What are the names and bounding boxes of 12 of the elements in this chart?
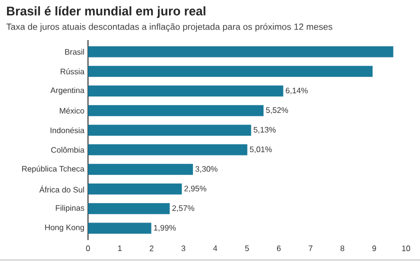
bar (88, 105, 264, 116)
bar (88, 85, 284, 96)
bar (88, 203, 170, 214)
bar (88, 222, 152, 234)
bar (88, 144, 248, 156)
chart-title: Brasil é líder mundial em juro real (7, 6, 206, 18)
bar (88, 184, 182, 195)
bar (88, 164, 193, 175)
bar (88, 46, 394, 58)
chart-subtitle: Taxa de juros atuais descontadas a inflação projetada para os próximos 12 meses (6, 23, 332, 32)
bar (88, 66, 373, 77)
bar (88, 124, 252, 136)
